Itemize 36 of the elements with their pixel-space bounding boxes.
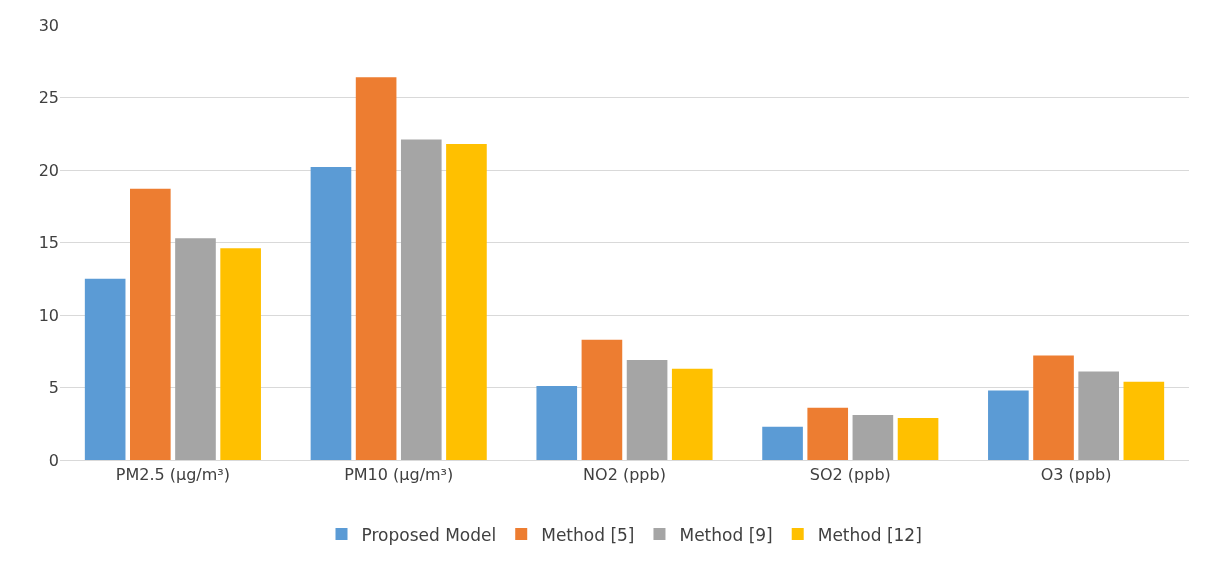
bar [446,143,487,460]
y-tick-label: 5 [48,378,59,398]
x-tick-label: PM2.5 (µg/m³) [115,465,230,485]
legend-label: Method [12] [817,524,922,545]
bar [988,390,1029,460]
bar [310,167,352,460]
bar [220,248,261,460]
bar [130,188,171,460]
bar [1033,355,1074,460]
bar [84,278,126,460]
x-tick-label: SO2 (ppb) [809,465,891,485]
y-tick-label: 15 [38,233,59,253]
y-tick-label: 10 [38,305,59,325]
bar [400,139,442,460]
bar [1078,371,1119,460]
y-tick-label: 0 [48,450,59,470]
legend-label: Proposed Model [361,524,497,545]
x-tick-label: O3 (ppb) [1040,465,1112,485]
bar [536,386,578,460]
bar [897,417,939,460]
bar [671,368,713,460]
legend-label: Method [9] [679,524,773,545]
y-tick-label: 25 [38,88,59,108]
bar [175,238,216,460]
bar [626,359,668,460]
x-tick-label: NO2 (ppb) [583,465,666,485]
bar [1123,381,1165,460]
y-tick-label: 30 [38,15,59,35]
bar [581,339,623,460]
x-tick-label: PM10 (µg/m³) [344,465,454,485]
bar [852,415,894,460]
legend-label: Method [5] [541,524,635,545]
bar [762,426,803,460]
bar [355,77,397,460]
y-tick-label: 20 [38,160,59,180]
bar [807,407,849,460]
